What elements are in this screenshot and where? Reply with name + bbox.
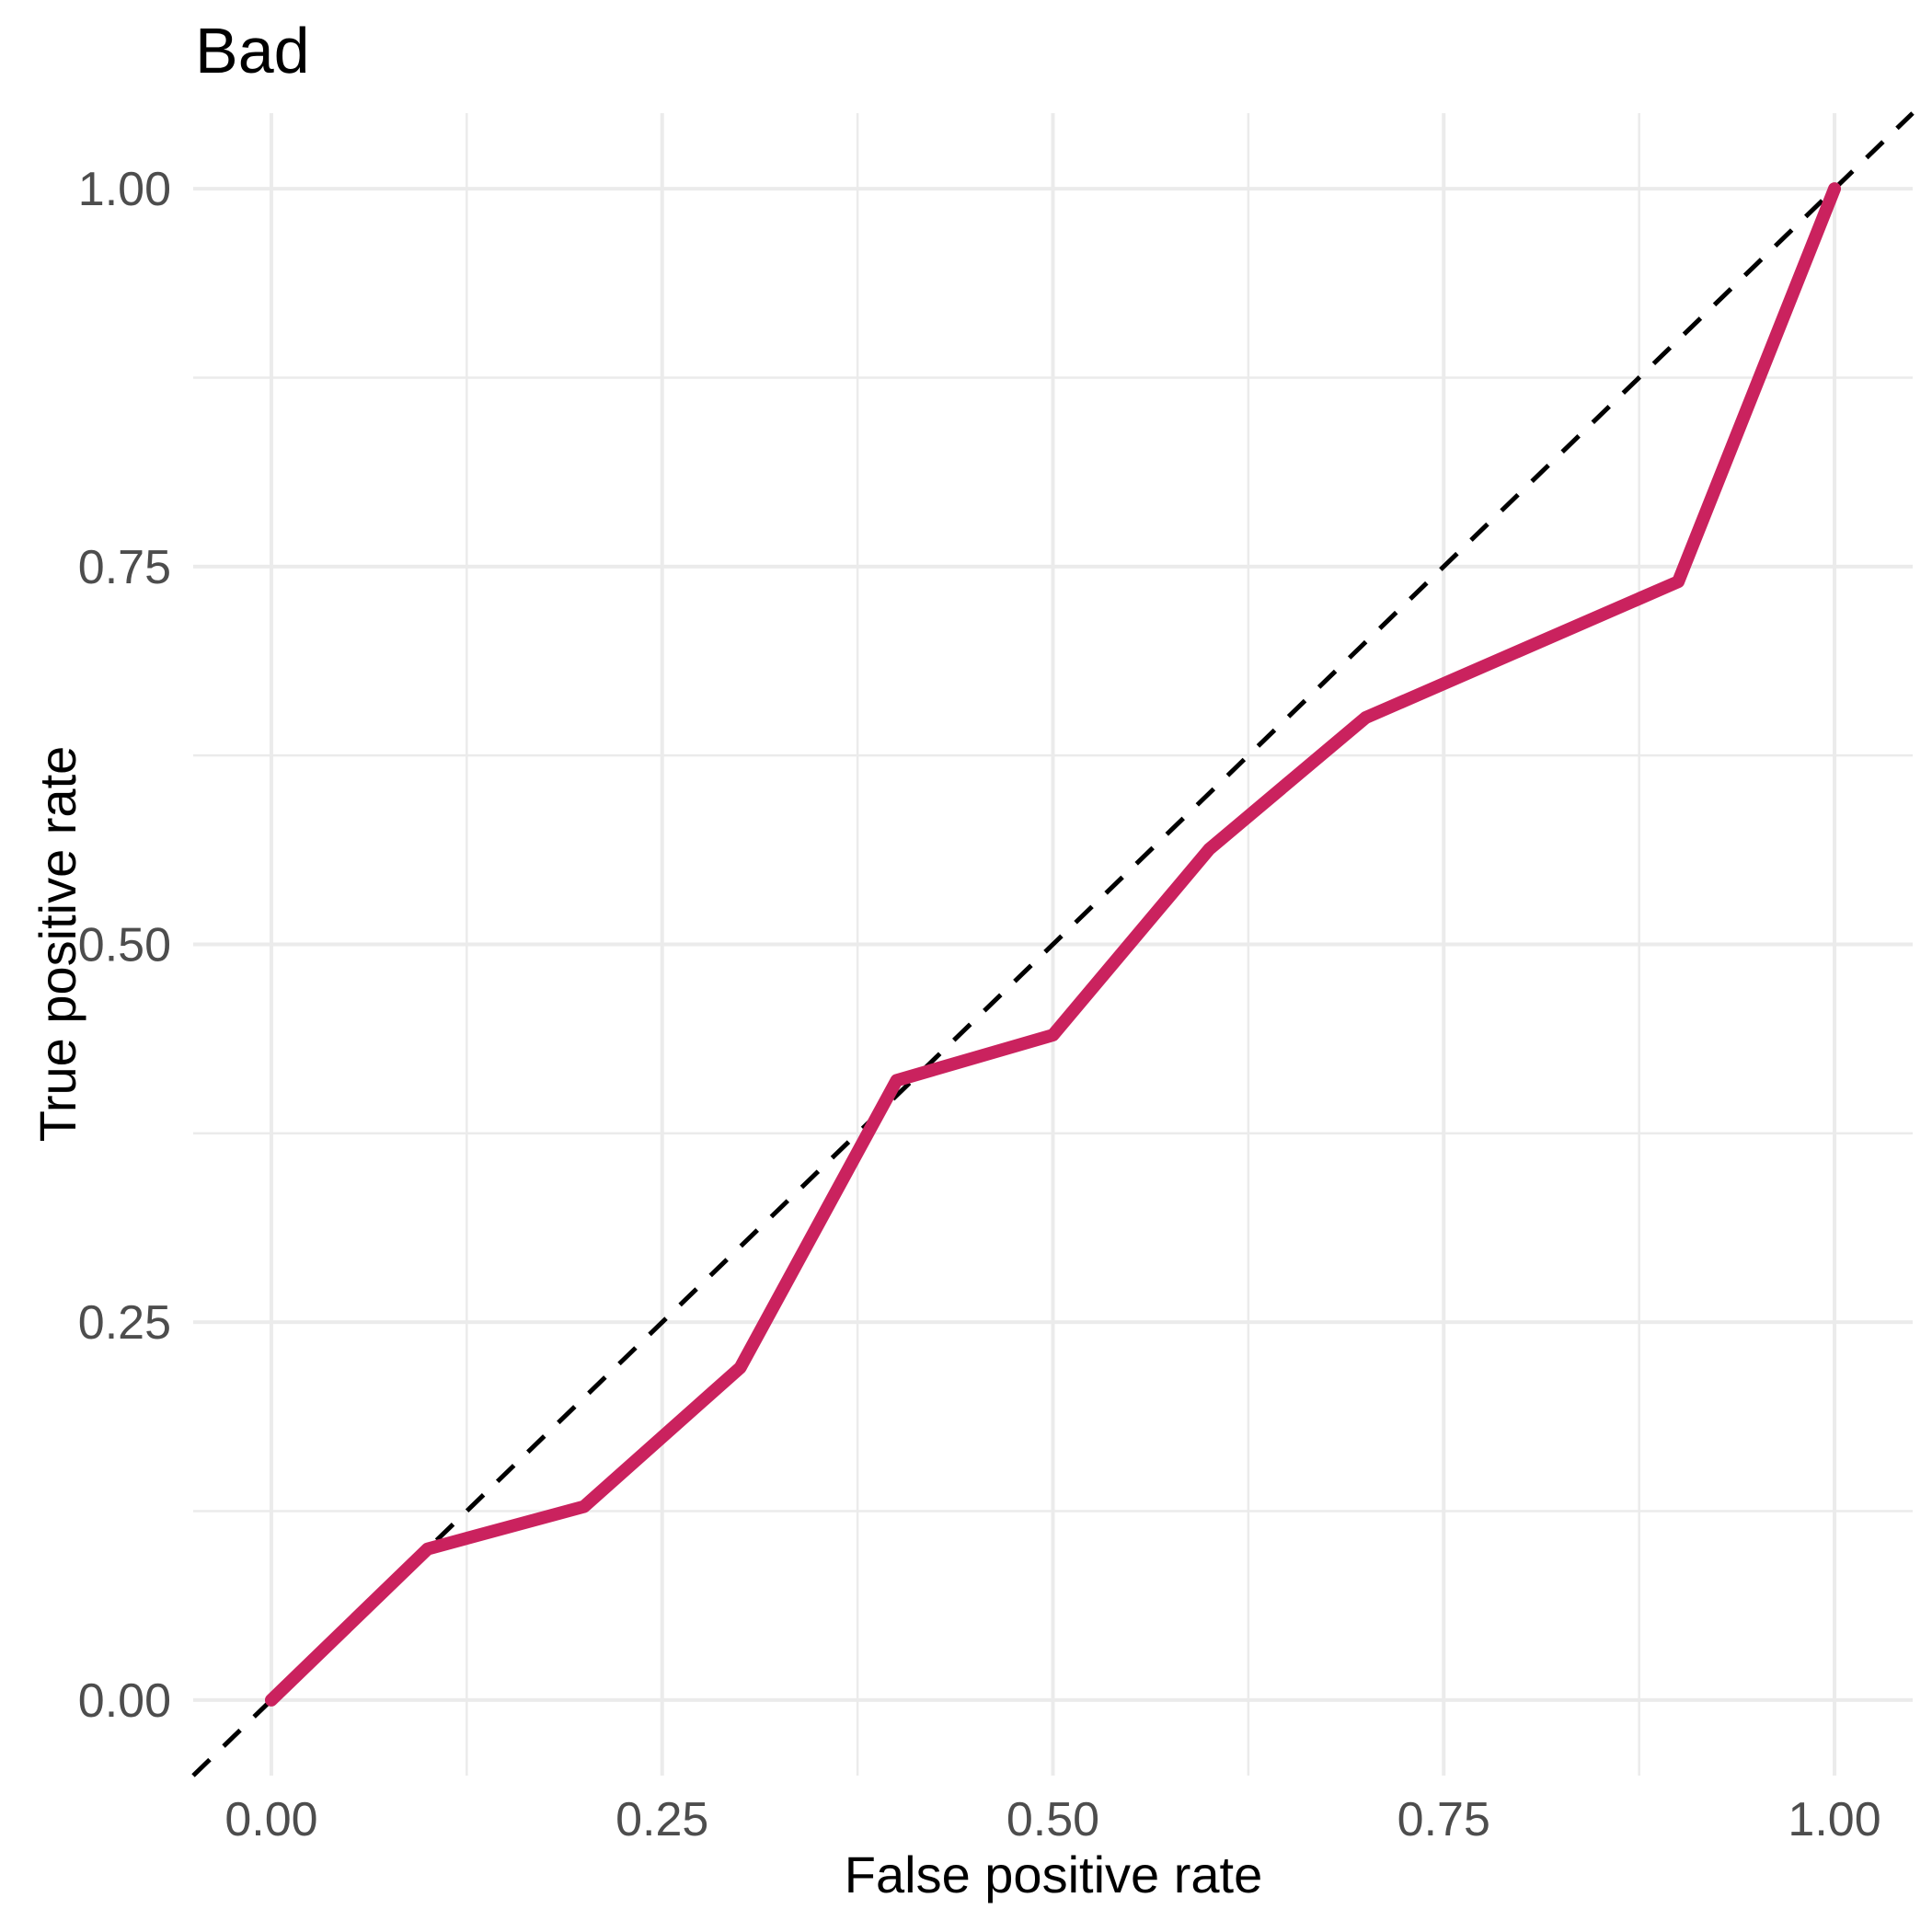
roc-curve-line bbox=[264, 182, 1842, 1707]
x-tick-label: 0.50 bbox=[1006, 1793, 1099, 1846]
diagonal-reference-line bbox=[191, 111, 1915, 1777]
x-tick-label: 0.75 bbox=[1397, 1793, 1490, 1846]
roc-curve-line-group bbox=[264, 182, 1842, 1707]
y-tick-label: 1.00 bbox=[78, 163, 171, 216]
x-tick-label: 0.00 bbox=[224, 1793, 317, 1846]
y-tick-label: 0.00 bbox=[78, 1674, 171, 1728]
y-axis-tick-labels: 0.00 0.25 0.50 0.75 1.00 bbox=[78, 163, 171, 1728]
x-tick-label: 1.00 bbox=[1788, 1793, 1880, 1846]
y-tick-label: 0.50 bbox=[78, 919, 171, 972]
diagonal-reference-line-group bbox=[191, 111, 1915, 1777]
y-tick-label: 0.75 bbox=[78, 541, 171, 594]
x-axis-tick-labels: 0.00 0.25 0.50 0.75 1.00 bbox=[224, 1793, 1880, 1846]
y-tick-label: 0.25 bbox=[78, 1296, 171, 1350]
x-tick-label: 0.25 bbox=[615, 1793, 708, 1846]
y-axis-title: True positive rate bbox=[29, 746, 86, 1143]
plot-title: Bad bbox=[195, 15, 310, 86]
x-axis-title: False positive rate bbox=[845, 1846, 1262, 1903]
